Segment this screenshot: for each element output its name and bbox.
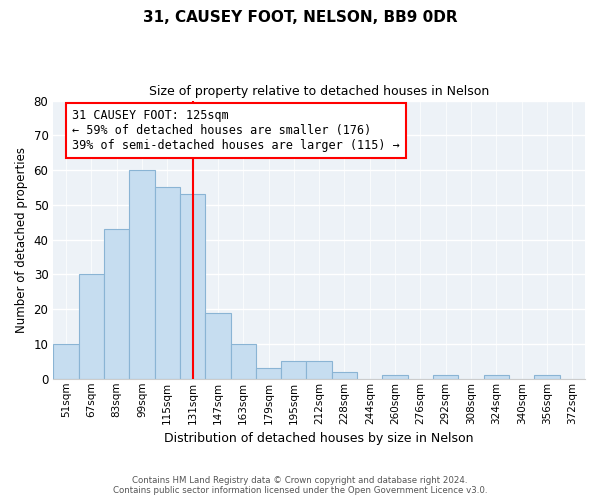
Bar: [256, 368, 281, 379]
Bar: [281, 362, 307, 379]
Bar: [155, 188, 180, 379]
Bar: [535, 376, 560, 379]
Bar: [382, 376, 408, 379]
Y-axis label: Number of detached properties: Number of detached properties: [15, 146, 28, 332]
Bar: [79, 274, 104, 379]
Bar: [129, 170, 155, 379]
X-axis label: Distribution of detached houses by size in Nelson: Distribution of detached houses by size …: [164, 432, 474, 445]
Bar: [230, 344, 256, 379]
Bar: [484, 376, 509, 379]
Bar: [180, 194, 205, 379]
Title: Size of property relative to detached houses in Nelson: Size of property relative to detached ho…: [149, 85, 489, 98]
Bar: [332, 372, 357, 379]
Bar: [307, 362, 332, 379]
Bar: [104, 229, 129, 379]
Text: 31 CAUSEY FOOT: 125sqm
← 59% of detached houses are smaller (176)
39% of semi-de: 31 CAUSEY FOOT: 125sqm ← 59% of detached…: [72, 109, 400, 152]
Bar: [205, 312, 230, 379]
Bar: [433, 376, 458, 379]
Text: 31, CAUSEY FOOT, NELSON, BB9 0DR: 31, CAUSEY FOOT, NELSON, BB9 0DR: [143, 10, 457, 25]
Text: Contains HM Land Registry data © Crown copyright and database right 2024.
Contai: Contains HM Land Registry data © Crown c…: [113, 476, 487, 495]
Bar: [53, 344, 79, 379]
